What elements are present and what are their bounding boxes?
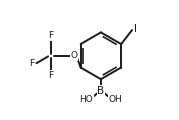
Text: OH: OH xyxy=(108,95,122,103)
Text: B: B xyxy=(97,86,105,96)
Text: F: F xyxy=(48,71,53,80)
Text: F: F xyxy=(48,31,53,41)
Text: O: O xyxy=(70,51,77,60)
Text: F: F xyxy=(29,59,35,68)
Text: HO: HO xyxy=(80,95,93,103)
Text: I: I xyxy=(134,24,137,34)
